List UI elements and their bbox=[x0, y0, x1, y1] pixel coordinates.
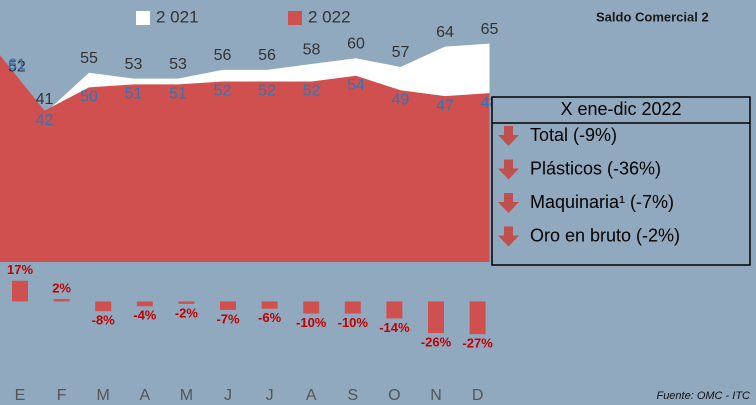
value-label: -10% bbox=[296, 315, 327, 330]
x-tick-label: D bbox=[472, 387, 484, 404]
bar bbox=[386, 301, 403, 319]
x-tick-label: M bbox=[97, 387, 110, 404]
x-tick-label: J bbox=[266, 387, 274, 404]
bar bbox=[261, 301, 278, 309]
bar bbox=[136, 301, 153, 307]
value-label: -4% bbox=[133, 308, 157, 323]
bar bbox=[344, 301, 361, 314]
legend-label: 2 022 bbox=[308, 7, 351, 26]
value-label: -14% bbox=[379, 320, 410, 335]
down-arrow bbox=[498, 226, 519, 247]
data-label: 51 bbox=[125, 86, 143, 103]
data-label: 52 bbox=[303, 83, 321, 100]
data-label: 58 bbox=[303, 41, 321, 58]
data-label: 55 bbox=[80, 50, 98, 67]
legend-label: 2 021 bbox=[156, 7, 199, 26]
down-arrow bbox=[498, 193, 519, 213]
data-label: 42 bbox=[36, 112, 54, 129]
bar bbox=[12, 280, 28, 302]
data-label: 57 bbox=[392, 44, 410, 61]
value-label: -10% bbox=[338, 315, 369, 330]
panel-item: Maquinaria¹ (-7%) bbox=[530, 192, 674, 212]
data-label: 65 bbox=[481, 21, 499, 38]
data-label: 60 bbox=[347, 35, 365, 52]
panel-title: X ene-dic 2022 bbox=[560, 99, 681, 119]
bar bbox=[220, 301, 236, 310]
value-label: 17% bbox=[7, 262, 33, 277]
x-tick-label: S bbox=[347, 387, 358, 404]
x-tick-label: F bbox=[57, 387, 67, 404]
bar bbox=[469, 301, 486, 335]
panel-box bbox=[491, 96, 751, 266]
bar bbox=[178, 301, 195, 304]
data-label: 53 bbox=[169, 56, 187, 73]
area-series bbox=[0, 55, 490, 262]
data-label: 50 bbox=[80, 89, 98, 106]
legend-swatch bbox=[288, 11, 302, 25]
data-label: 52 bbox=[214, 83, 232, 100]
data-label: 53 bbox=[125, 56, 143, 73]
value-label: -8% bbox=[92, 313, 116, 328]
chart-title: Saldo Comercial 2 bbox=[596, 9, 709, 24]
area-chart: 52 41 55 53 53 56 56 58 60 57 64 65 2 021 61 42 50 51 51 5… bbox=[0, 7, 499, 262]
bar bbox=[95, 301, 112, 312]
panel-items: Total (-9%) Plásticos (-36%) Maquinaria¹ (… bbox=[498, 125, 680, 247]
bar bbox=[53, 299, 70, 302]
bar bbox=[428, 301, 444, 333]
down-arrow bbox=[498, 126, 519, 146]
x-tick-label: E bbox=[15, 387, 26, 404]
data-label: 52 bbox=[258, 83, 276, 100]
legend-swatch bbox=[136, 11, 150, 25]
value-label: -26% bbox=[421, 334, 452, 349]
data-label: 52 bbox=[8, 59, 26, 76]
x-tick-label: A bbox=[306, 387, 317, 404]
value-label: -27% bbox=[462, 336, 493, 351]
panel-item: Plásticos (-36%) bbox=[530, 158, 661, 178]
x-tick-label: N bbox=[430, 387, 442, 404]
source: Fuente: OMC - ITC bbox=[656, 390, 750, 402]
data-label: 54 bbox=[347, 77, 365, 94]
panel-item: Total (-9%) bbox=[530, 125, 617, 145]
data-label: 47 bbox=[436, 97, 454, 114]
panel-item: Oro en bruto (-2%) bbox=[530, 225, 680, 245]
value-label: -7% bbox=[216, 311, 240, 326]
x-tick-label: O bbox=[388, 387, 400, 404]
data-label: 56 bbox=[258, 47, 276, 64]
value-label: -6% bbox=[258, 310, 282, 325]
data-label: 51 bbox=[169, 86, 187, 103]
value-label: -2% bbox=[175, 305, 199, 320]
data-label: 64 bbox=[436, 24, 454, 41]
x-tick-label: M bbox=[180, 387, 193, 404]
data-label: 56 bbox=[214, 47, 232, 64]
data-label: 61 bbox=[8, 57, 26, 74]
bar bbox=[303, 301, 320, 314]
x-tick-label: A bbox=[139, 387, 150, 404]
data-label: 49 bbox=[392, 91, 410, 108]
value-label: 2% bbox=[52, 280, 71, 295]
data-label: 41 bbox=[36, 91, 54, 108]
x-tick-label: J bbox=[224, 387, 232, 404]
down-arrow bbox=[498, 159, 519, 180]
